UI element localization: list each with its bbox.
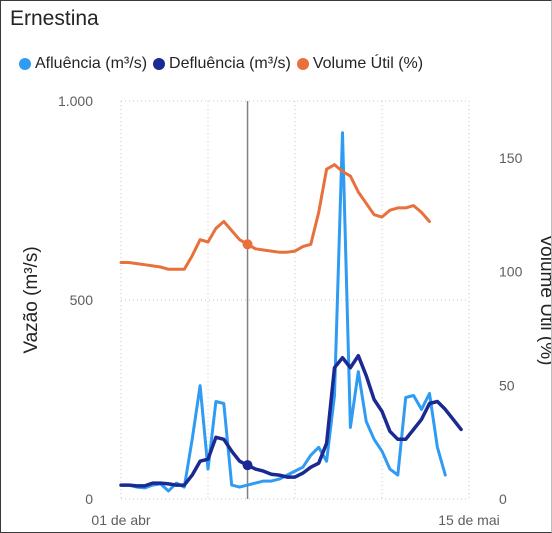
x-tick-label: 15 de mai xyxy=(438,512,499,528)
legend-marker-volume xyxy=(296,58,309,70)
y2-tick-label: 50 xyxy=(499,377,515,393)
chart-legend: Afluência (m³/s) Defluência (m³/s) Volum… xyxy=(19,55,429,73)
y-axis-title: Vazão (m³/s) xyxy=(21,246,42,353)
y-tick-label: 1.000 xyxy=(58,93,93,109)
y2-tick-label: 0 xyxy=(499,491,507,507)
legend-item-afluencia[interactable]: Afluência (m³/s) xyxy=(19,55,147,73)
legend-label-defluencia: Defluência (m³/s) xyxy=(169,55,291,72)
legend-label-afluencia: Afluência (m³/s) xyxy=(35,55,148,72)
x-tick-label: 01 de abr xyxy=(91,512,150,528)
legend-label-volume: Volume Útil (%) xyxy=(312,55,424,72)
chart-title: Ernestina xyxy=(10,7,99,30)
legend-marker-afluencia xyxy=(19,58,31,70)
series-line-volume xyxy=(119,163,431,271)
y-tick-label: 0 xyxy=(85,491,93,507)
hover-marker-volume xyxy=(242,239,253,250)
legend-item-defluencia[interactable]: Defluência (m³/s) xyxy=(153,55,291,73)
series-line-defluencia xyxy=(119,353,463,488)
y2-axis-title: Volume Útil (%) xyxy=(536,235,552,366)
legend-item-volume[interactable]: Volume Útil (%) xyxy=(296,55,424,73)
y-tick-label: 500 xyxy=(70,292,94,308)
hover-marker-defluencia xyxy=(242,460,253,471)
legend-marker-defluencia xyxy=(153,58,166,70)
y2-tick-label: 150 xyxy=(499,150,523,166)
y2-tick-label: 100 xyxy=(499,264,523,280)
